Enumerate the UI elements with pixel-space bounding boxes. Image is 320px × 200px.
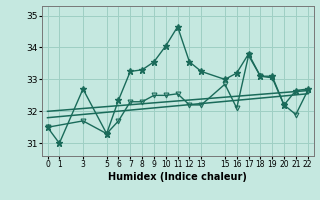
X-axis label: Humidex (Indice chaleur): Humidex (Indice chaleur) <box>108 172 247 182</box>
